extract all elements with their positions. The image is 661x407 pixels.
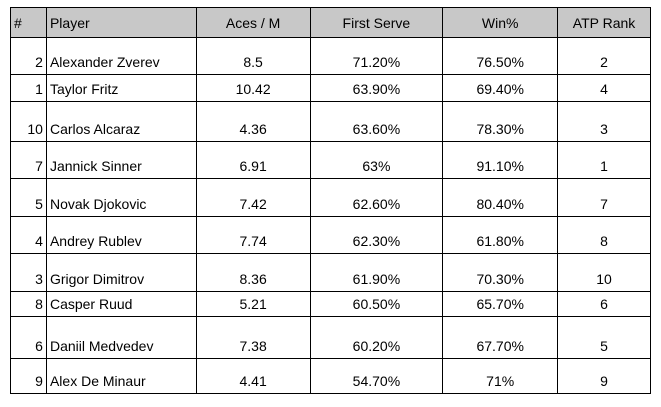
table-row: 1 Taylor Fritz 10.42 63.90% 69.40% 4 — [10, 74, 651, 102]
header-aces[interactable]: Aces / M — [195, 7, 311, 38]
cell-player: Novak Djokovic — [45, 178, 197, 217]
cell-number: 6 — [10, 316, 47, 359]
cell-number: 5 — [10, 178, 47, 217]
cell-first-serve: 60.20% — [309, 316, 444, 359]
header-first-serve[interactable]: First Serve — [309, 7, 444, 38]
table-row: 10 Carlos Alcaraz 4.36 63.60% 78.30% 3 — [10, 101, 651, 142]
header-atp-rank[interactable]: ATP Rank — [557, 7, 651, 38]
cell-aces: 6.91 — [195, 141, 311, 179]
table-row: 7 Jannick Sinner 6.91 63% 91.10% 1 — [10, 141, 651, 179]
table-row: 8 Casper Ruud 5.21 60.50% 65.70% 6 — [10, 291, 651, 317]
table-row: 5 Novak Djokovic 7.42 62.60% 80.40% 7 — [10, 178, 651, 217]
cell-win: 78.30% — [442, 101, 559, 142]
cell-first-serve: 63.60% — [309, 101, 444, 142]
cell-win: 71% — [442, 358, 559, 394]
cell-number: 2 — [10, 37, 47, 75]
table-row: 2 Alexander Zverev 8.5 71.20% 76.50% 2 — [10, 37, 651, 75]
cell-number: 3 — [10, 253, 47, 292]
cell-atp-rank: 2 — [557, 37, 651, 75]
cell-win: 91.10% — [442, 141, 559, 179]
cell-aces: 7.42 — [195, 178, 311, 217]
cell-number: 8 — [10, 291, 47, 317]
header-row: # Player Aces / M First Serve Win% ATP R… — [10, 7, 651, 38]
cell-player: Daniil Medvedev — [45, 316, 197, 359]
cell-player: Jannick Sinner — [45, 141, 197, 179]
cell-number: 10 — [10, 101, 47, 142]
cell-first-serve: 54.70% — [309, 358, 444, 394]
cell-win: 65.70% — [442, 291, 559, 317]
cell-aces: 8.36 — [195, 253, 311, 292]
cell-player: Casper Ruud — [45, 291, 197, 317]
cell-first-serve: 63% — [309, 141, 444, 179]
table-row: 4 Andrey Rublev 7.74 62.30% 61.80% 8 — [10, 216, 651, 254]
cell-aces: 4.36 — [195, 101, 311, 142]
cell-atp-rank: 7 — [557, 178, 651, 217]
cell-atp-rank: 5 — [557, 316, 651, 359]
cell-aces: 10.42 — [195, 74, 311, 102]
cell-player: Grigor Dimitrov — [45, 253, 197, 292]
cell-win: 69.40% — [442, 74, 559, 102]
cell-first-serve: 62.60% — [309, 178, 444, 217]
cell-atp-rank: 4 — [557, 74, 651, 102]
cell-aces: 7.74 — [195, 216, 311, 254]
cell-first-serve: 63.90% — [309, 74, 444, 102]
cell-first-serve: 61.90% — [309, 253, 444, 292]
cell-player: Alexander Zverev — [45, 37, 197, 75]
cell-player: Carlos Alcaraz — [45, 101, 197, 142]
cell-number: 1 — [10, 74, 47, 102]
cell-player: Andrey Rublev — [45, 216, 197, 254]
cell-aces: 7.38 — [195, 316, 311, 359]
cell-atp-rank: 1 — [557, 141, 651, 179]
cell-number: 9 — [10, 358, 47, 394]
cell-player: Taylor Fritz — [45, 74, 197, 102]
cell-atp-rank: 9 — [557, 358, 651, 394]
cell-win: 76.50% — [442, 37, 559, 75]
table-row: 6 Daniil Medvedev 7.38 60.20% 67.70% 5 — [10, 316, 651, 359]
cell-player: Alex De Minaur — [45, 358, 197, 394]
cell-atp-rank: 10 — [557, 253, 651, 292]
header-number[interactable]: # — [10, 7, 47, 38]
cell-first-serve: 71.20% — [309, 37, 444, 75]
cell-number: 7 — [10, 141, 47, 179]
cell-number: 4 — [10, 216, 47, 254]
cell-aces: 5.21 — [195, 291, 311, 317]
header-player[interactable]: Player — [45, 7, 197, 38]
cell-first-serve: 62.30% — [309, 216, 444, 254]
table-row: 9 Alex De Minaur 4.41 54.70% 71% 9 — [10, 358, 651, 394]
cell-win: 67.70% — [442, 316, 559, 359]
cell-first-serve: 60.50% — [309, 291, 444, 317]
cell-atp-rank: 8 — [557, 216, 651, 254]
cell-atp-rank: 3 — [557, 101, 651, 142]
cell-win: 70.30% — [442, 253, 559, 292]
table-row: 3 Grigor Dimitrov 8.36 61.90% 70.30% 10 — [10, 253, 651, 292]
cell-atp-rank: 6 — [557, 291, 651, 317]
cell-aces: 4.41 — [195, 358, 311, 394]
cell-win: 61.80% — [442, 216, 559, 254]
cell-aces: 8.5 — [195, 37, 311, 75]
cell-win: 80.40% — [442, 178, 559, 217]
header-win[interactable]: Win% — [442, 7, 559, 38]
player-stats-table: # Player Aces / M First Serve Win% ATP R… — [10, 7, 651, 394]
